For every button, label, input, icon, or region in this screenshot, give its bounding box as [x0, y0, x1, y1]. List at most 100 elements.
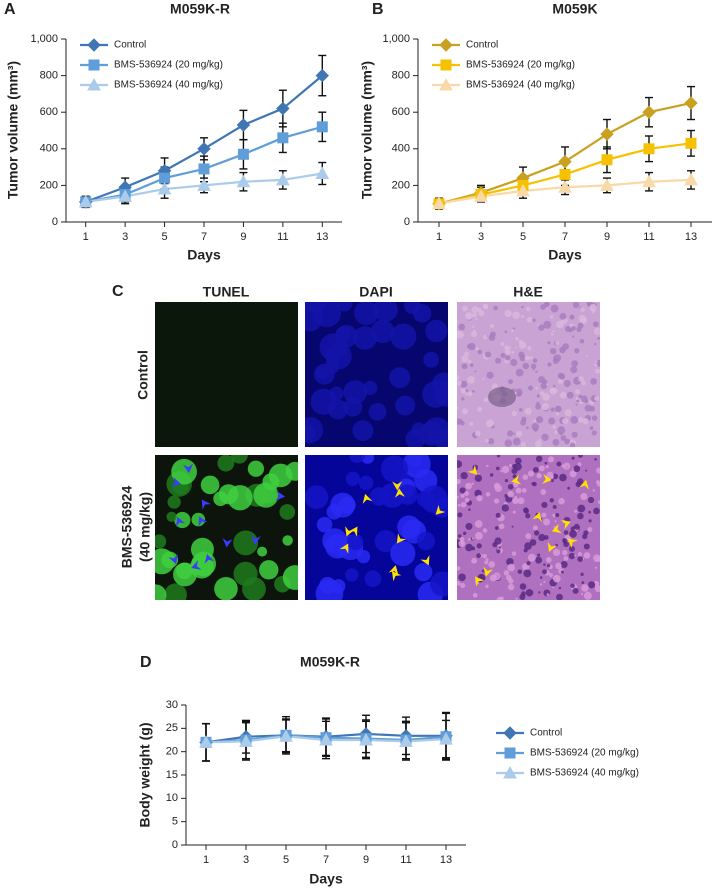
background	[155, 302, 298, 447]
cell	[325, 533, 350, 559]
cell	[485, 584, 489, 588]
cell	[471, 331, 478, 338]
cell	[538, 376, 546, 384]
cell	[190, 555, 214, 579]
y-axis-label: Tumor volume (mm³)	[5, 61, 21, 199]
cell	[577, 512, 584, 520]
cell	[458, 540, 466, 548]
cell	[217, 455, 235, 472]
arrow	[483, 566, 494, 577]
cell	[477, 349, 483, 355]
cell	[508, 346, 511, 349]
cell	[511, 328, 515, 333]
cell	[459, 487, 466, 494]
cell	[369, 487, 389, 506]
cell	[485, 491, 491, 497]
cell	[457, 320, 459, 323]
panel-label: B	[372, 1, 384, 18]
cell	[556, 461, 562, 467]
cell	[494, 484, 503, 493]
arrow	[183, 463, 194, 474]
cell	[488, 561, 496, 568]
cell	[550, 478, 554, 483]
cell	[525, 588, 534, 597]
legend-label: Control	[530, 728, 562, 739]
cell	[460, 583, 466, 589]
cell	[494, 526, 499, 530]
cell	[389, 367, 411, 389]
cell	[593, 507, 600, 515]
cell	[457, 495, 459, 499]
arrow	[396, 533, 407, 544]
cell	[457, 375, 460, 381]
legend-label: Control	[114, 40, 146, 51]
cell	[493, 572, 501, 581]
cell	[514, 388, 523, 397]
cell	[552, 513, 556, 518]
cell	[167, 495, 181, 509]
arrow	[511, 474, 522, 485]
cell	[552, 586, 555, 589]
y-tick-label: 200	[392, 179, 410, 191]
cell	[457, 581, 461, 586]
cell	[540, 489, 547, 495]
cell	[523, 569, 532, 578]
cell	[468, 508, 471, 511]
cell	[571, 326, 576, 331]
legend-label: BMS-536924 (40 mg/kg)	[466, 80, 575, 91]
cell	[531, 423, 540, 431]
cell	[524, 542, 532, 550]
y-axis-label: Body weight (g)	[137, 723, 153, 828]
cell	[498, 523, 505, 530]
cell	[457, 380, 462, 386]
legend-marker	[87, 77, 101, 91]
cell	[563, 530, 569, 535]
cell	[504, 494, 508, 498]
cell	[538, 591, 541, 594]
cell	[526, 426, 529, 430]
cell	[457, 512, 463, 518]
cell	[546, 593, 550, 596]
cell	[465, 543, 473, 552]
arrow	[551, 523, 562, 534]
cell	[541, 433, 549, 441]
cell	[589, 426, 594, 430]
marker	[316, 121, 328, 133]
marker	[559, 168, 571, 180]
cell	[540, 304, 546, 310]
cell	[495, 466, 500, 471]
cell	[466, 344, 472, 349]
cell	[374, 530, 397, 553]
marker	[558, 180, 572, 193]
cell	[569, 530, 577, 538]
cell	[546, 383, 549, 386]
cell	[538, 533, 546, 542]
arrow	[579, 479, 590, 490]
legend-marker	[440, 59, 452, 71]
cell	[594, 566, 598, 569]
cell	[336, 302, 353, 312]
y-tick-label: 800	[392, 70, 410, 82]
cell	[576, 326, 582, 333]
column-header: H&E	[513, 284, 543, 300]
cell	[588, 510, 591, 514]
cell	[517, 497, 525, 505]
cell	[511, 410, 518, 417]
row-header: (40 mg/kg)	[137, 492, 153, 562]
cell	[457, 534, 462, 538]
micrographs	[155, 302, 600, 600]
cell	[549, 315, 554, 319]
cell	[465, 392, 468, 396]
cell	[457, 566, 461, 571]
y-tick-label: 400	[40, 143, 58, 155]
cell	[577, 478, 584, 485]
y-tick-label: 0	[404, 216, 410, 228]
cell	[594, 363, 598, 367]
cell	[569, 314, 575, 320]
cell	[595, 368, 600, 374]
y-tick-label: 10	[166, 792, 178, 804]
arrow	[547, 541, 558, 553]
cell	[526, 306, 531, 312]
cell	[596, 481, 600, 487]
cell	[475, 317, 478, 321]
